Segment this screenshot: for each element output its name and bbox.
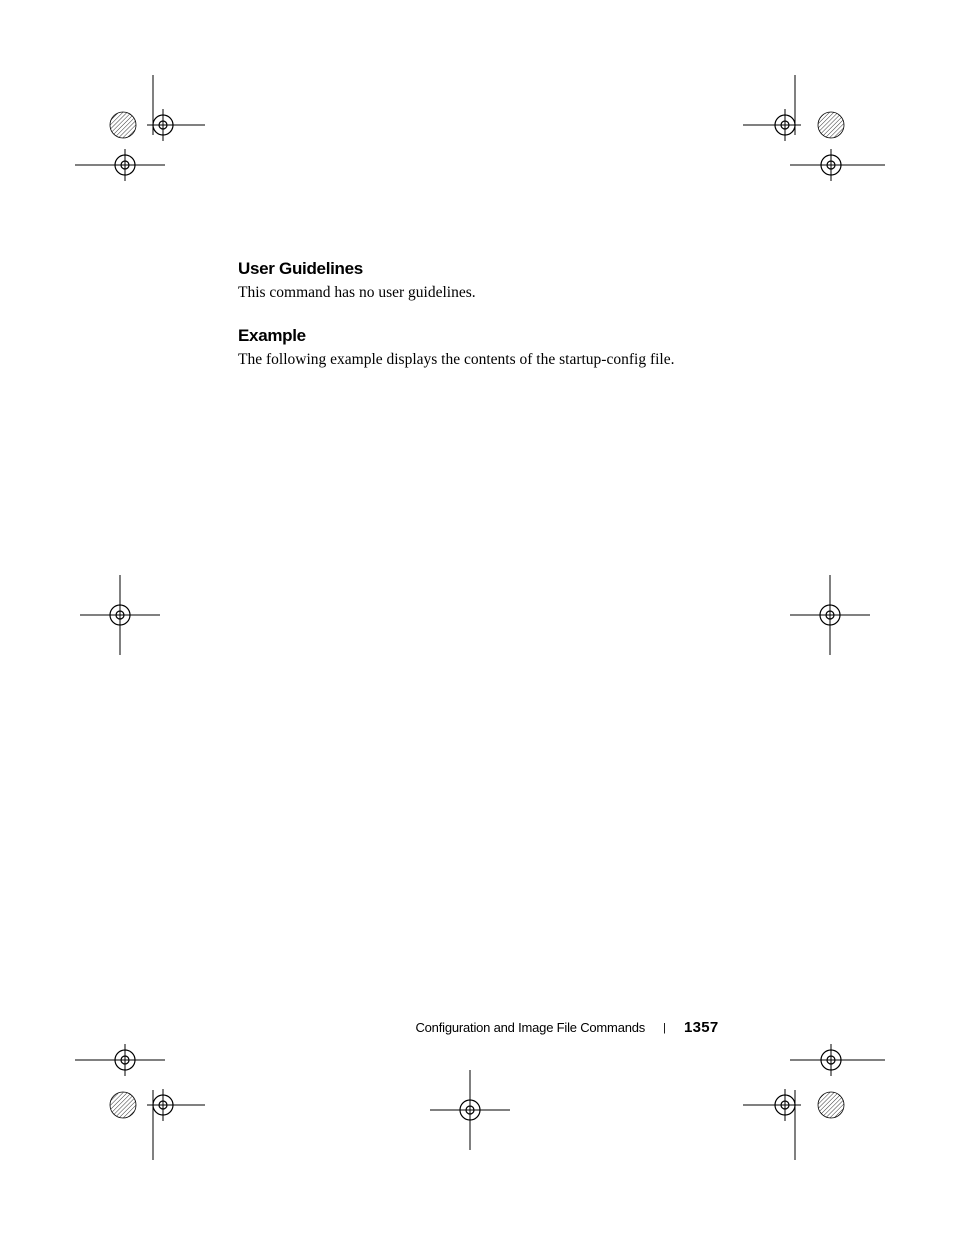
page-footer: Configuration and Image File Commands | … [0,1019,954,1037]
crop-mark-mid-left [80,575,170,655]
crop-mark-bottom-center [430,1070,520,1150]
footer-title: Configuration and Image File Commands [415,1020,645,1035]
crop-mark-bottom-left [75,1030,215,1160]
body-user-guidelines: This command has no user guidelines. [238,283,738,304]
heading-example: Example [238,326,738,346]
crop-mark-top-left [75,75,215,195]
page: User Guidelines This command has no user… [0,0,954,1235]
crop-mark-bottom-right [735,1030,885,1160]
crop-mark-mid-right [790,575,880,655]
heading-user-guidelines: User Guidelines [238,259,738,279]
body-example: The following example displays the conte… [238,350,738,371]
page-content: User Guidelines This command has no user… [238,259,738,393]
footer-page-number: 1357 [684,1019,719,1036]
footer-separator: | [663,1022,666,1034]
crop-mark-top-right [735,75,885,195]
